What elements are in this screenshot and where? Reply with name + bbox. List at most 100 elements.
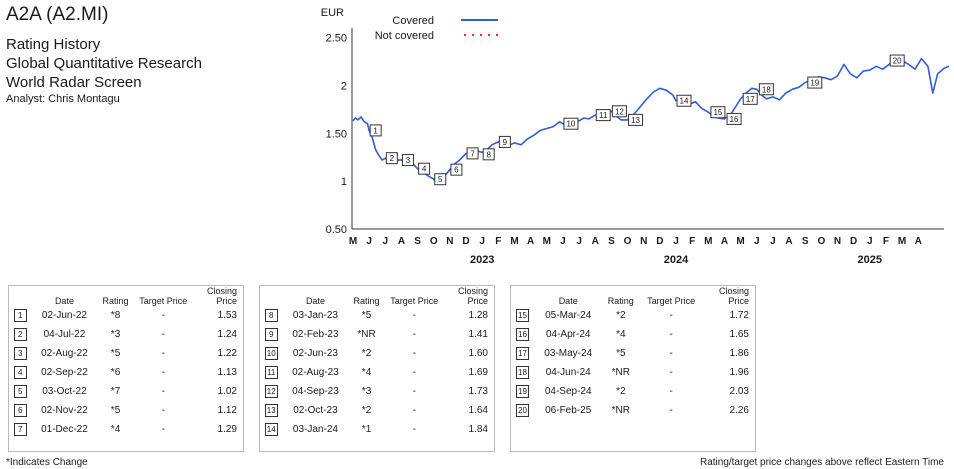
close-cell: 1.73 — [468, 386, 488, 397]
x-tick-month: J — [479, 236, 485, 247]
x-tick-month: J — [560, 236, 566, 247]
row-number-box: 9 — [264, 328, 278, 341]
target-cell: - — [412, 348, 416, 359]
rating-marker — [450, 163, 463, 176]
rating-marker — [498, 135, 511, 148]
date-cell: 04-Jun-24 — [545, 367, 591, 378]
row-number-box: 1 — [13, 309, 27, 322]
row-number-box: 15 — [516, 309, 529, 322]
x-tick-month: M — [704, 236, 712, 247]
rating-marker-label: 10 — [566, 120, 575, 129]
row-number-box: 14 — [264, 423, 278, 436]
table-row: 17 03-May-24 *5 - 1.86 — [511, 344, 755, 363]
close-cell: 1.69 — [468, 367, 488, 378]
rating-marker — [758, 83, 774, 96]
rating-cell: *2 — [361, 348, 372, 359]
rating-marker — [611, 105, 627, 118]
table-row: 3 02-Aug-22 *5 - 1.22 — [9, 344, 243, 363]
report-line-1: Rating History — [6, 36, 101, 53]
row-number: 3 — [9, 344, 31, 363]
y-axis-label: EUR — [321, 7, 344, 19]
rating-marker — [418, 162, 431, 175]
column-header: Date — [558, 296, 578, 306]
rating-marker-label: 16 — [730, 115, 739, 124]
column-header: Target Price — [390, 296, 439, 306]
x-tick-month: S — [414, 236, 421, 247]
rating-marker-label: 13 — [631, 116, 640, 125]
rating-cell: *2 — [361, 405, 372, 416]
close-cell: 1.13 — [217, 367, 237, 378]
row-number: 11 — [260, 363, 282, 382]
table-row: 18 04-Jun-24 *NR - 1.96 — [511, 363, 755, 382]
y-tick-label: 0.50 — [326, 224, 347, 236]
report-line-3: World Radar Screen — [6, 74, 142, 91]
x-tick-month: J — [673, 236, 679, 247]
date-cell: 02-Nov-22 — [41, 405, 88, 416]
rating-marker-label: 5 — [438, 175, 443, 184]
row-number: 9 — [260, 325, 282, 344]
date-cell: 03-Jan-23 — [292, 310, 338, 321]
rating-table-1: Date Rating Target Price Closing Price 1 02-J… — [8, 285, 244, 452]
x-tick-month: O — [430, 236, 438, 247]
rating-marker — [466, 147, 479, 160]
rating-marker — [710, 106, 726, 119]
report-line-2: Global Quantitative Research — [6, 55, 202, 72]
x-tick-month: J — [770, 236, 776, 247]
header: A2A (A2.MI) Rating History Global Quanti… — [6, 4, 202, 105]
date-cell: 04-Jul-22 — [43, 329, 86, 340]
target-cell: - — [669, 329, 673, 340]
table-row: 6 02-Nov-22 *5 - 1.12 — [9, 401, 243, 420]
column-header: Rating — [353, 296, 380, 306]
row-number: 20 — [511, 401, 534, 420]
rating-cell: *5 — [616, 348, 626, 359]
target-cell: - — [669, 367, 673, 378]
rating-cell: *NR — [611, 367, 630, 378]
table-row: 8 03-Jan-23 *5 - 1.28 — [260, 306, 494, 325]
rating-marker — [401, 154, 414, 167]
date-cell: 05-Mar-24 — [545, 310, 592, 321]
rating-marker-label: 3 — [406, 156, 411, 165]
date-cell: 03-Jan-24 — [292, 424, 338, 435]
date-cell: 04-Sep-24 — [544, 386, 592, 397]
table-header-row: Date Rating Target Price Closing Price — [511, 286, 755, 306]
rating-cell: *2 — [616, 386, 626, 397]
rating-marker-label: 4 — [422, 165, 427, 174]
x-tick-month: F — [495, 236, 501, 247]
x-tick-month: O — [624, 236, 632, 247]
rating-cell: *4 — [361, 367, 372, 378]
rating-marker-label: 12 — [615, 107, 624, 116]
x-tick-month: M — [543, 236, 551, 247]
rating-marker-label: 6 — [454, 166, 459, 175]
row-number-box: 17 — [516, 347, 529, 360]
table-row: 7 01-Dec-22 *4 - 1.29 — [9, 420, 243, 439]
header-blank — [260, 286, 282, 306]
x-tick-month: A — [592, 236, 599, 247]
close-cell: 1.12 — [217, 405, 237, 416]
x-tick-month: A — [915, 236, 922, 247]
x-tick-month: S — [802, 236, 809, 247]
x-tick-month: N — [834, 236, 841, 247]
header-blank — [9, 286, 31, 306]
column-header: Closing Price — [206, 286, 237, 306]
row-number: 15 — [511, 306, 534, 325]
x-tick-month: N — [446, 236, 453, 247]
ticker-title: A2A (A2.MI) — [6, 4, 109, 25]
close-cell: 2.26 — [729, 405, 749, 416]
table-row: 11 02-Aug-23 *4 - 1.69 — [260, 363, 494, 382]
table-row: 10 02-Jun-23 *2 - 1.60 — [260, 344, 494, 363]
target-cell: - — [412, 310, 416, 321]
close-cell: 1.64 — [468, 405, 488, 416]
row-number: 16 — [511, 325, 534, 344]
rating-marker-label: 8 — [486, 150, 491, 159]
y-tick-label: 1 — [341, 176, 347, 188]
x-tick-month: M — [736, 236, 744, 247]
date-cell: 03-Oct-22 — [42, 386, 87, 397]
column-header: Target Price — [647, 296, 696, 306]
target-cell: - — [161, 405, 165, 416]
table-row: 1 02-Jun-22 *8 - 1.53 — [9, 306, 243, 325]
table-row: 16 04-Apr-24 *4 - 1.65 — [511, 325, 755, 344]
date-cell: 02-Aug-22 — [41, 348, 88, 359]
close-cell: 1.86 — [729, 348, 749, 359]
row-number-box: 5 — [13, 385, 27, 398]
row-number: 10 — [260, 344, 282, 363]
